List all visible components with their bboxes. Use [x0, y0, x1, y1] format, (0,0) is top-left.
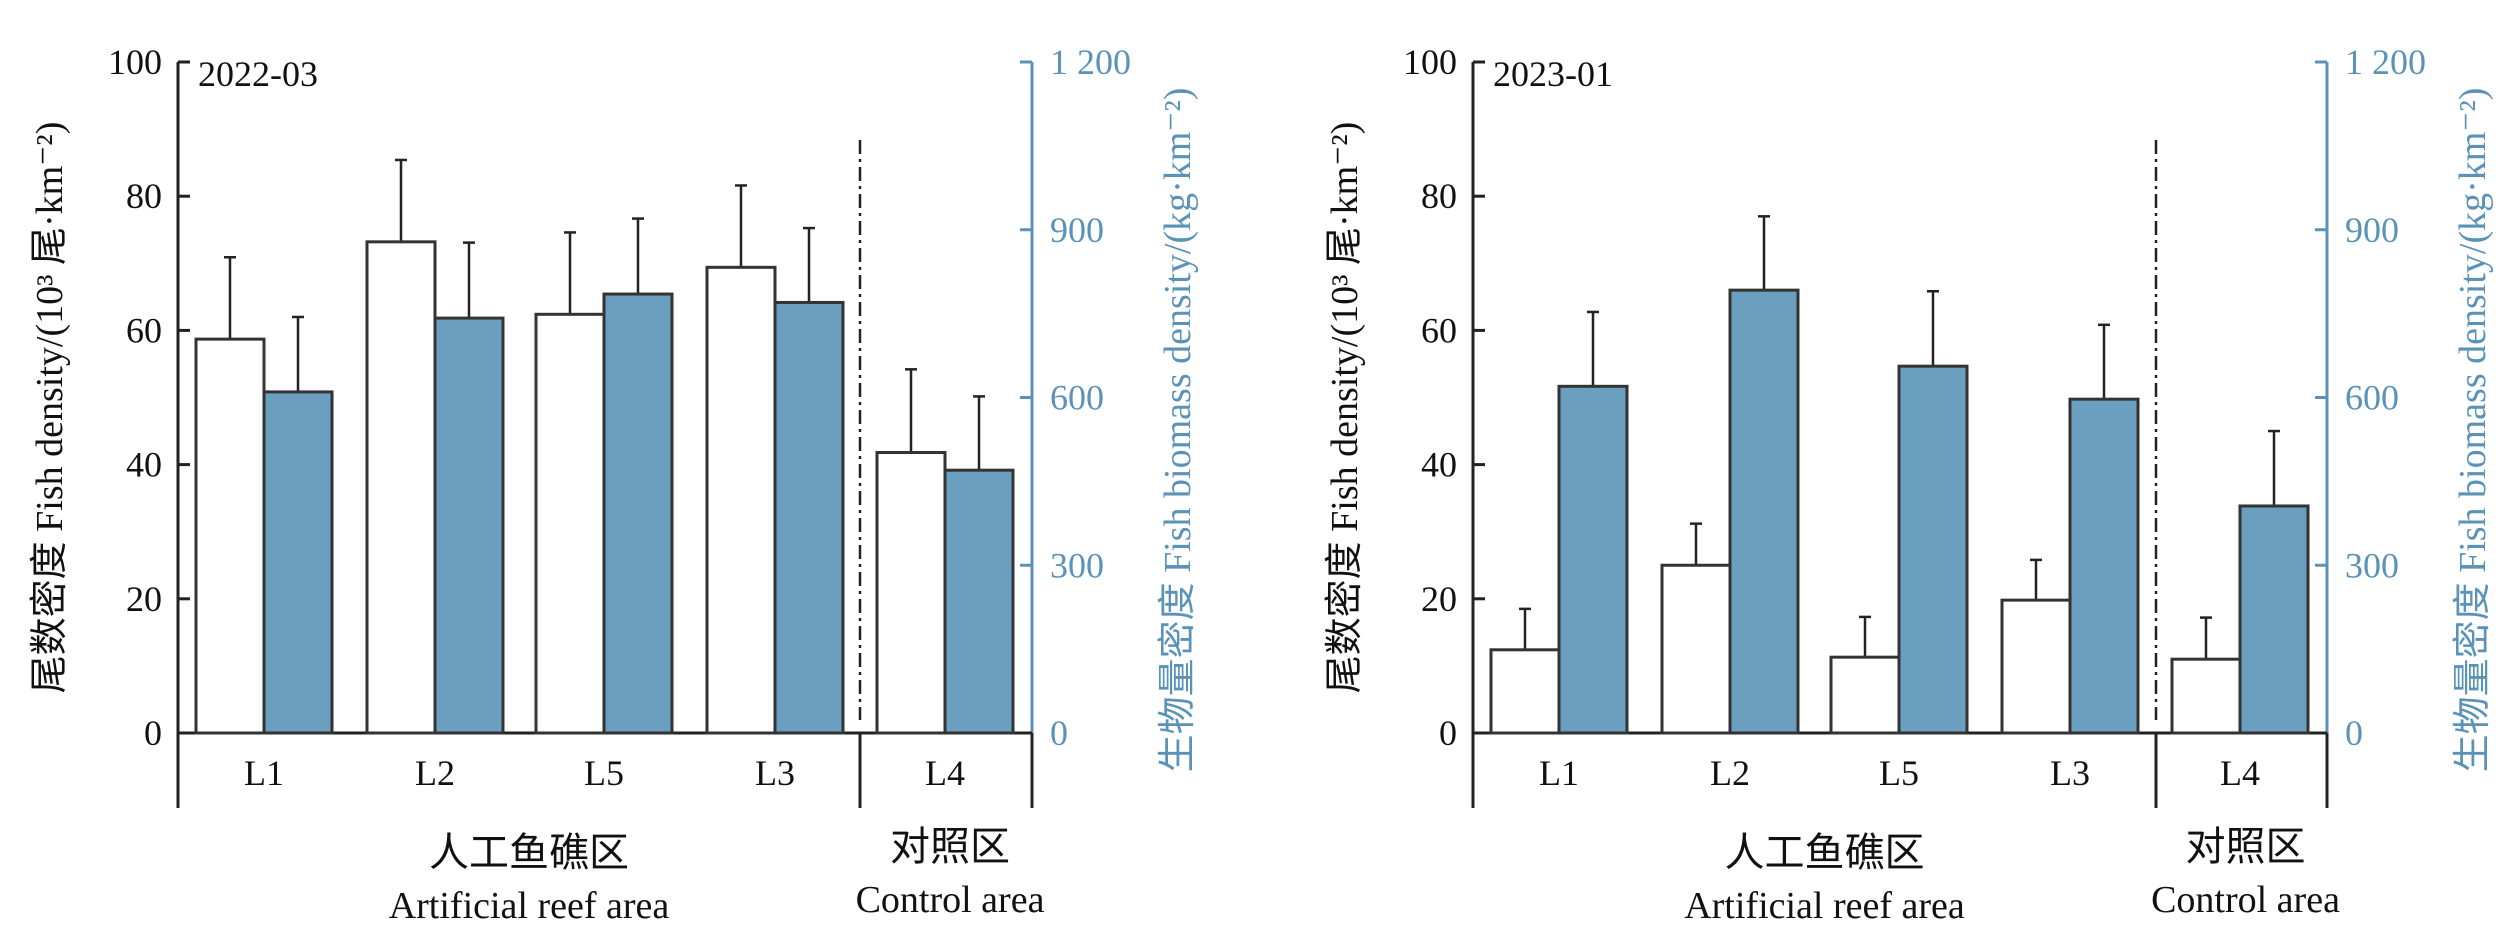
bar-fish-density [534, 312, 606, 735]
category-label: L1 [244, 753, 284, 793]
right-tick-label: 600 [1050, 378, 1104, 418]
control-area-label-cn: 对照区 [2186, 824, 2306, 869]
left-tick-label: 100 [108, 42, 162, 82]
bar-biomass-density [262, 390, 334, 735]
control-area-label-cn: 对照区 [890, 824, 1010, 869]
bar-biomass-density [1897, 364, 1969, 735]
left-tick-label: 100 [1403, 42, 1457, 82]
left-tick-label: 60 [126, 310, 162, 350]
category-label: L3 [2050, 753, 2090, 793]
reef-area-label-en: Artificial reef area [1684, 885, 1965, 927]
right-tick-label: 1 200 [1050, 42, 1131, 82]
right-tick-label: 300 [1050, 545, 1104, 585]
bar-fish-density [705, 265, 777, 735]
bar-fish-density [365, 240, 437, 735]
category-label: L4 [2220, 753, 2260, 793]
left-axis-title: 尾数密度 Fish density/(10³ 尾·km⁻²) [1324, 122, 1366, 694]
left-tick-label: 20 [1421, 579, 1457, 619]
right-tick-label: 900 [1050, 210, 1104, 250]
chart-panel: 0 20 40 60 80 100 0 300 600 900 1 200 L1 L2 L5 L3 L4 人工鱼… [29, 42, 1199, 927]
left-tick-label: 40 [1421, 445, 1457, 485]
panel-label: 2022-03 [198, 54, 318, 94]
bar-biomass-density [1557, 384, 1629, 735]
right-tick-label: 0 [1050, 713, 1068, 753]
chart-panel: 0 20 40 60 80 100 0 300 600 900 1 200 L1 L2 L5 L3 L4 人工鱼… [1324, 42, 2494, 927]
category-label: L1 [1539, 753, 1579, 793]
left-tick-label: 80 [1421, 176, 1457, 216]
panel-label: 2023-01 [1493, 54, 1613, 94]
left-tick-label: 20 [126, 579, 162, 619]
reef-area-label-en: Artificial reef area [389, 885, 670, 927]
bar-fish-density [1660, 563, 1732, 735]
category-label: L5 [584, 753, 624, 793]
left-tick-label: 80 [126, 176, 162, 216]
category-label: L5 [1879, 753, 1919, 793]
bar-biomass-density [1728, 288, 1800, 735]
control-area-label-en: Control area [856, 879, 1045, 921]
bar-biomass-density [433, 316, 505, 735]
bar-biomass-density [602, 292, 674, 735]
left-tick-label: 0 [1439, 713, 1457, 753]
bar-fish-density [1489, 648, 1561, 735]
bar-fish-density [194, 337, 266, 735]
category-label: L4 [925, 753, 965, 793]
bar-fish-density [2170, 657, 2242, 735]
right-tick-label: 1 200 [2345, 42, 2426, 82]
right-tick-label: 600 [2345, 378, 2399, 418]
control-area-label-en: Control area [2151, 879, 2340, 921]
right-axis-title: 生物量密度 Fish biomass density/(kg·km⁻²) [2452, 88, 2494, 773]
bar-biomass-density [2068, 397, 2140, 735]
reef-area-label-cn: 人工鱼礁区 [1725, 830, 1925, 875]
right-tick-label: 0 [2345, 713, 2363, 753]
right-tick-label: 300 [2345, 545, 2399, 585]
bar-fish-density [2000, 598, 2072, 735]
bar-biomass-density [2238, 504, 2310, 735]
left-axis-title: 尾数密度 Fish density/(10³ 尾·km⁻²) [29, 122, 71, 694]
left-tick-label: 0 [144, 713, 162, 753]
category-label: L3 [755, 753, 795, 793]
right-axis-title: 生物量密度 Fish biomass density/(kg·km⁻²) [1157, 88, 1199, 773]
left-tick-label: 60 [1421, 310, 1457, 350]
bar-fish-density [875, 451, 947, 735]
left-tick-label: 40 [126, 445, 162, 485]
reef-area-label-cn: 人工鱼礁区 [429, 830, 629, 875]
right-tick-label: 900 [2345, 210, 2399, 250]
category-label: L2 [1710, 753, 1750, 793]
bar-biomass-density [773, 300, 845, 735]
category-label: L2 [415, 753, 455, 793]
bar-biomass-density [943, 468, 1015, 735]
bar-fish-density [1829, 655, 1901, 735]
